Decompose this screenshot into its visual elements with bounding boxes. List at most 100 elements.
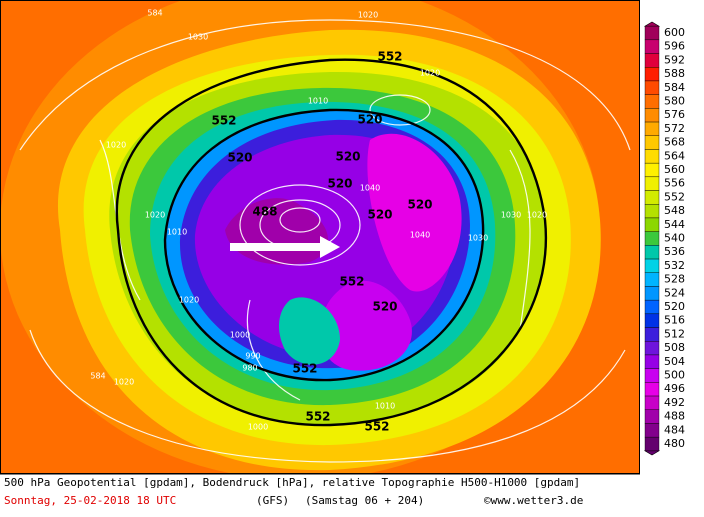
colorbar-label: 580	[664, 95, 685, 108]
contour-labels: 552 552 552 552 552 552 520 520 520 520 520 520 520 4…	[90, 9, 547, 434]
contour-label: 552	[305, 410, 330, 424]
footer-date: Sonntag, 25-02-2018 18 UTC	[4, 494, 176, 507]
colorbar-swatch	[644, 162, 660, 178]
footer-model: (GFS)	[256, 494, 289, 507]
colorbar-label: 584	[664, 81, 685, 94]
contour-label: 520	[407, 198, 432, 212]
contour-label: 488	[252, 205, 277, 219]
colorbar-swatch	[644, 299, 660, 315]
colorbar-label: 548	[664, 204, 685, 217]
colorbar-label: 576	[664, 108, 685, 121]
colorbar-swatch	[644, 80, 660, 95]
contour-label: 1000	[248, 423, 268, 432]
colorbar-swatch	[644, 39, 660, 54]
colorbar-label: 512	[664, 327, 685, 340]
contour-label: 1010	[308, 97, 328, 106]
contour-label: 584	[90, 372, 105, 381]
contour-label: 584	[147, 9, 162, 18]
contour-label: 520	[357, 113, 382, 127]
footer-title: 500 hPa Geopotential [gpdam], Bodendruck…	[4, 476, 580, 489]
contour-label: 1040	[410, 231, 430, 240]
contour-label: 1020	[420, 69, 440, 78]
colorbar-swatch	[644, 176, 660, 191]
colorbar-swatch	[644, 423, 660, 438]
colorbar-label: 488	[664, 410, 685, 423]
contour-label: 980	[242, 364, 257, 373]
footer-credit: ©www.wetter3.de	[484, 494, 583, 507]
colorbar-swatch	[644, 258, 660, 273]
colorbar-swatch	[644, 25, 660, 41]
contour-label: 1020	[106, 141, 126, 150]
contour-label: 1020	[179, 296, 199, 305]
colorbar-swatch	[644, 135, 660, 150]
contour-label: 1030	[468, 234, 488, 243]
contour-label: 1020	[114, 378, 134, 387]
contour-label: 1010	[375, 402, 395, 411]
colorbar-label: 524	[664, 286, 685, 299]
colorbar-label: 588	[664, 67, 685, 80]
colorbar-label: 564	[664, 149, 685, 162]
colorbar-swatch	[644, 190, 660, 205]
colorbar-label: 496	[664, 382, 685, 395]
colorbar-label: 560	[664, 163, 685, 176]
colorbar-swatch	[644, 341, 660, 356]
map	[1, 1, 639, 473]
colorbar-bottom-arrow	[643, 450, 661, 456]
contour-label: 1000	[230, 331, 250, 340]
colorbar-label: 500	[664, 369, 685, 382]
colorbar-label: 504	[664, 355, 685, 368]
colorbar-swatch	[644, 409, 660, 424]
colorbar-swatch	[644, 231, 660, 246]
contour-label: 520	[367, 208, 392, 222]
colorbar-swatch	[644, 354, 660, 369]
colorbar-label: 592	[664, 53, 685, 66]
colorbar-label: 516	[664, 314, 685, 327]
contour-label: 552	[377, 50, 402, 64]
contour-label: 552	[364, 420, 389, 434]
colorbar-label: 480	[664, 437, 685, 450]
colorbar-swatch	[644, 53, 660, 68]
colorbar-swatch	[644, 217, 660, 232]
colorbar-swatch	[644, 313, 660, 328]
colorbar-label: 508	[664, 341, 685, 354]
contour-label: 1020	[358, 11, 378, 20]
colorbar-swatch	[644, 327, 660, 342]
contour-label: 552	[339, 275, 364, 289]
colorbar-label: 572	[664, 122, 685, 135]
contour-label: 1020	[527, 211, 547, 220]
colorbar: 6005965925885845805765725685645605565525…	[643, 21, 685, 456]
colorbar-label: 568	[664, 136, 685, 149]
contour-label: 1040	[360, 184, 380, 193]
contour-label: 520	[327, 177, 352, 191]
colorbar-top-arrow	[643, 21, 661, 27]
colorbar-swatch	[644, 204, 660, 219]
colorbar-label: 492	[664, 396, 685, 409]
colorbar-label: 532	[664, 259, 685, 272]
colorbar-label: 484	[664, 423, 685, 436]
contour-label: 552	[292, 362, 317, 376]
colorbar-label: 596	[664, 40, 685, 53]
contour-label: 520	[335, 150, 360, 164]
colorbar-label: 528	[664, 273, 685, 286]
colorbar-swatch	[644, 368, 660, 383]
colorbar-label: 556	[664, 177, 685, 190]
contour-label: 1020	[145, 211, 165, 220]
colorbar-label: 600	[664, 26, 685, 39]
colorbar-swatch	[644, 149, 660, 164]
colorbar-swatch	[644, 245, 660, 260]
contour-label: 552	[211, 114, 236, 128]
colorbar-swatch	[644, 94, 660, 109]
contour-label: 1030	[501, 211, 521, 220]
colorbar-swatch	[644, 108, 660, 123]
contour-label: 520	[372, 300, 397, 314]
colorbar-swatch	[644, 286, 660, 301]
contour-label: 990	[245, 352, 260, 361]
colorbar-swatch	[644, 272, 660, 287]
colorbar-label: 540	[664, 232, 685, 245]
colorbar-swatch	[644, 67, 660, 82]
contour-label: 520	[227, 151, 252, 165]
contour-label: 1030	[188, 33, 208, 42]
footer-run: (Samstag 06 + 204)	[305, 494, 424, 507]
contour-label: 1010	[167, 228, 187, 237]
